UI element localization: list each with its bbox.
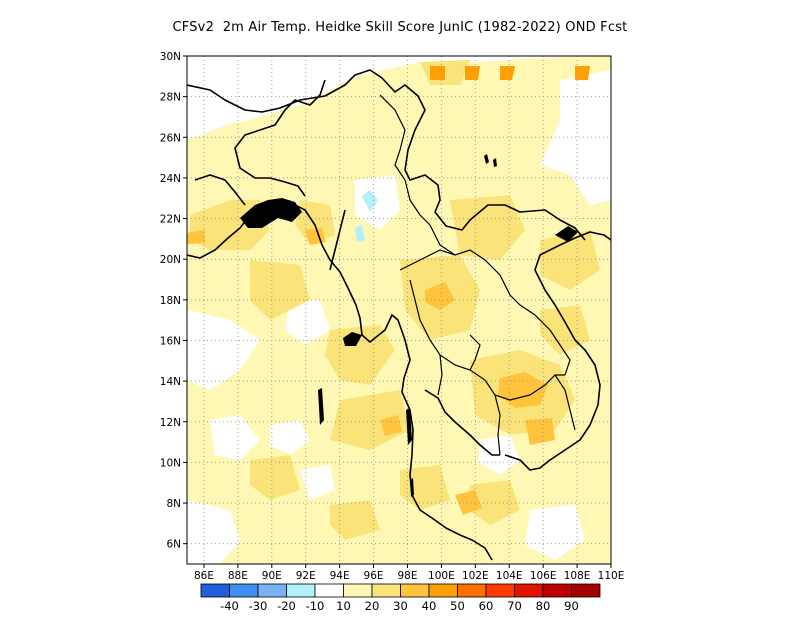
colorbar-swatch [371,583,401,598]
lat-tick-label: 6N [166,539,181,551]
colorbar-label: -30 [249,599,268,613]
colorbar-swatch [343,583,373,598]
colorbar-swatch [400,583,430,598]
colorbar-label: -10 [306,599,325,613]
colorbar-label: 40 [422,599,437,613]
lat-tick-label: 20N [160,254,181,266]
colorbar-label: 80 [536,599,551,613]
skill-score-field [187,56,611,564]
lat-tick-label: 12N [160,417,181,429]
colorbar-label: 30 [393,599,408,613]
country-borders [379,94,576,456]
map-title: CFSv2 2m Air Temp. Heidke Skill Score Ju… [172,20,628,35]
colorbar-swatch [514,583,544,598]
lat-tick-label: 28N [160,92,181,104]
lon-tick-label: 100E [428,570,455,582]
colorbar-label: 50 [450,599,465,613]
colorbar-swatch [257,583,287,598]
colorbar-swatch [542,583,572,598]
longitude-axis: 86E 88E 90E 92E 94E 96E 98E 100E 102E 104E 106E 108… [194,564,624,582]
lat-tick-label: 18N [160,295,181,307]
lon-tick-label: 88E [228,570,248,582]
colorbar-swatch [457,583,487,598]
colorbar-swatch [200,583,230,598]
lat-tick-label: 26N [160,132,181,144]
colorbar-label: -40 [220,599,239,613]
lat-tick-label: 22N [160,214,181,226]
colorbar-label: 70 [507,599,522,613]
colorbar-swatch [428,583,458,598]
colorbar-swatch [571,583,601,598]
map-grid [187,56,611,564]
region-blue [355,190,378,242]
lat-tick-label: 10N [160,457,181,469]
lon-tick-label: 108E [564,570,591,582]
lat-tick-label: 14N [160,376,181,388]
lat-tick-label: 8N [166,498,181,510]
latitude-axis: 6N 8N 10N 12N 14N 16N 18N 20N 22N 24N 26N 28N 30N [160,51,187,551]
lon-tick-label: 98E [397,570,417,582]
colorbar-swatch [485,583,515,598]
colorbar-label: 20 [365,599,380,613]
colorbar-labels: -40 -30 -20 -10 10 20 30 40 50 60 70 80 90 [220,599,579,613]
coastlines [187,69,611,561]
lon-tick-label: 94E [330,570,350,582]
lon-tick-label: 92E [296,570,316,582]
colorbar-swatch [314,583,344,598]
colorbar-label: 90 [564,599,579,613]
colorbar-label: 10 [336,599,351,613]
colorbar-swatch [286,583,316,598]
lat-tick-label: 30N [160,51,181,63]
colorbar-label: 60 [479,599,494,613]
lat-tick-label: 24N [160,173,181,185]
lon-tick-label: 106E [530,570,557,582]
lon-tick-label: 96E [364,570,384,582]
lon-tick-label: 86E [194,570,214,582]
region-red-40 [430,66,590,80]
colorbar-swatch [229,583,259,598]
island-details [240,154,578,497]
colorbar-label: -20 [277,599,296,613]
lat-tick-label: 16N [160,335,181,347]
lon-tick-label: 104E [496,570,523,582]
lon-tick-label: 90E [262,570,282,582]
plot-frame [186,55,612,565]
lon-tick-label: 102E [462,570,489,582]
colorbar [200,583,601,598]
lon-tick-label: 110E [598,570,625,582]
